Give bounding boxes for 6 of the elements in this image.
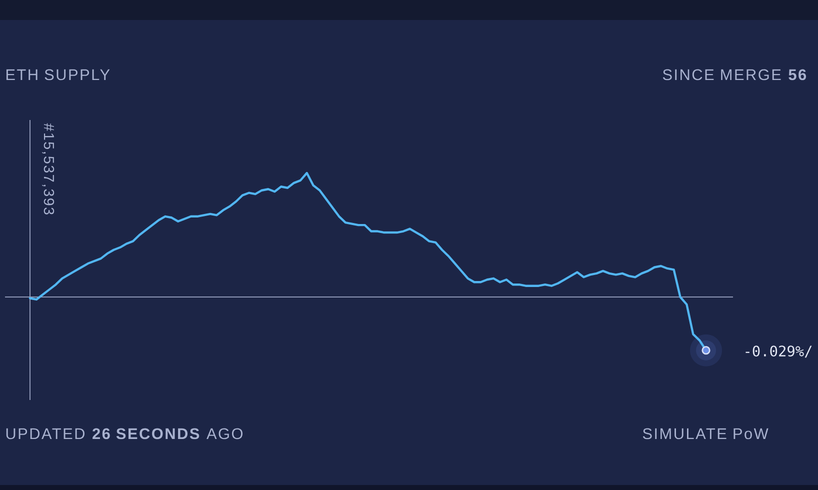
chart-title: ETH SUPPLY [6,69,110,80]
text: -0.029%/ [746,346,812,358]
annotation: #15,537,393 [42,123,54,214]
text: UPDATED 26 SECONDS AGO [6,428,243,440]
text: SINCE MERGE 56 [662,69,806,80]
text: SIMULATE PoW [642,428,768,440]
